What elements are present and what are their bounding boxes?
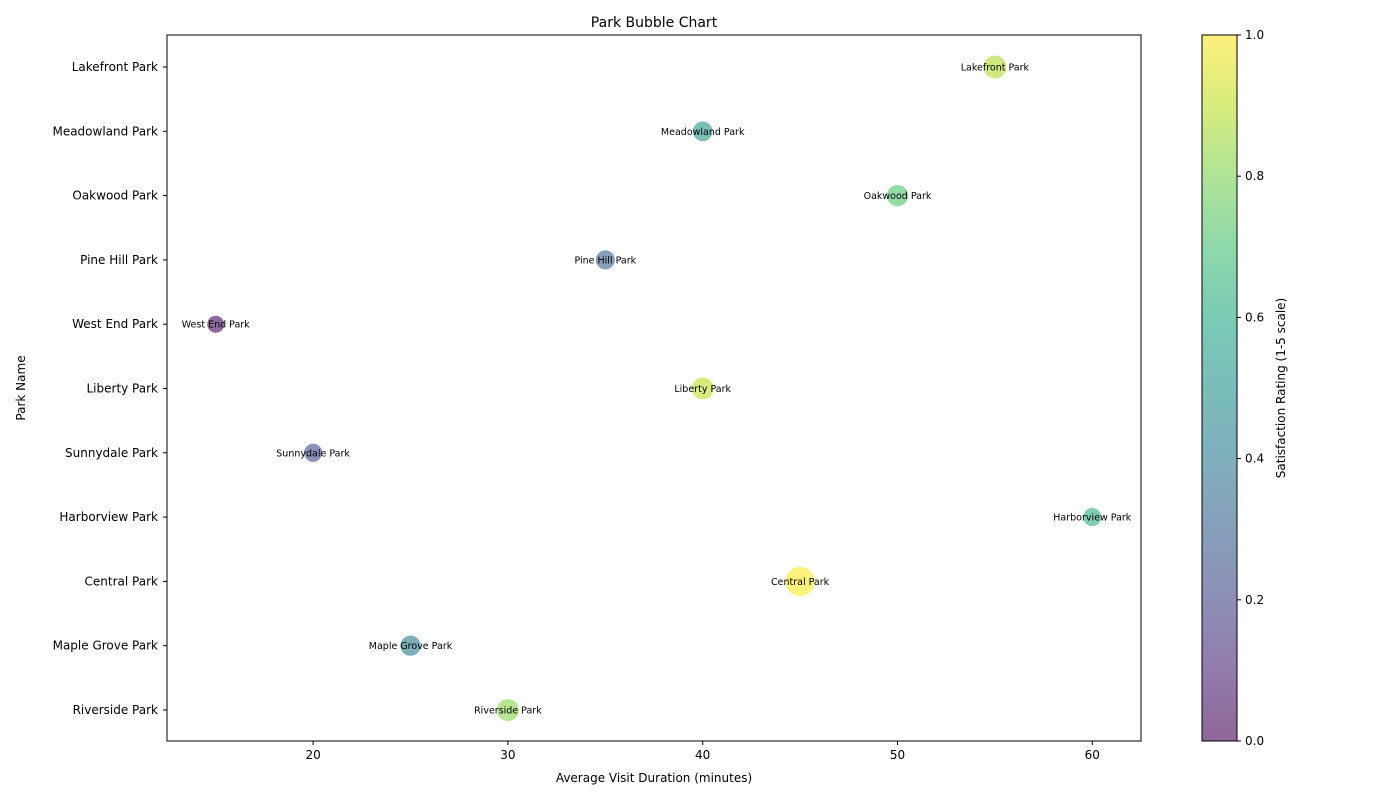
colorbar-tick-label: 1.0 <box>1245 28 1264 42</box>
y-tick-label: Liberty Park <box>86 382 158 396</box>
y-tick-label: West End Park <box>72 317 158 331</box>
x-axis: 20 30 40 50 60 <box>305 741 1100 762</box>
y-axis: Riverside Park Maple Grove Park Central Pa… <box>52 60 167 717</box>
x-tick-label: 60 <box>1085 748 1100 762</box>
y-tick-label: Central Park <box>85 574 158 588</box>
bubble-label: Lakefront Park <box>961 63 1030 74</box>
bubble-label: Riverside Park <box>474 706 542 717</box>
y-tick-label: Oakwood Park <box>72 189 158 203</box>
colorbar-tick-label: 0.0 <box>1245 734 1264 748</box>
y-tick-label: Riverside Park <box>73 703 158 717</box>
bubble-label: Liberty Park <box>674 384 731 395</box>
bubble-point[interactable] <box>496 698 520 722</box>
bubble-point[interactable] <box>885 183 910 208</box>
bubble-point[interactable] <box>206 314 226 334</box>
colorbar-tick-label: 0.4 <box>1245 452 1264 466</box>
bubble-point[interactable] <box>1082 507 1103 528</box>
bubble-label: West End Park <box>182 320 250 331</box>
bubble-label: Central Park <box>771 577 830 588</box>
bubble-label: Harborview Park <box>1053 513 1132 524</box>
bubble-point[interactable] <box>399 634 422 657</box>
y-tick-label: Meadowland Park <box>52 124 158 138</box>
bubble-label: Oakwood Park <box>864 191 932 202</box>
plot-area: Riverside Park Maple Grove Park Central Pa… <box>166 34 1142 742</box>
colorbar-gradient <box>1201 34 1238 742</box>
bubble-layer <box>206 54 1103 722</box>
bubble-point[interactable] <box>784 565 816 597</box>
plot-frame <box>166 34 1142 742</box>
bubble-label: Pine Hill Park <box>574 255 636 266</box>
x-tick-label: 50 <box>890 748 905 762</box>
colorbar-tick-label: 0.2 <box>1245 593 1264 607</box>
y-tick-label: Pine Hill Park <box>80 253 158 267</box>
bubble-point[interactable] <box>690 376 715 401</box>
bubble-point[interactable] <box>303 442 324 463</box>
colorbar-ticks: 0.0 0.2 0.4 0.6 0.8 1.0 <box>1237 28 1264 748</box>
bubble-point[interactable] <box>982 54 1008 80</box>
y-tick-label: Maple Grove Park <box>53 639 158 653</box>
colorbar-tick-label: 0.6 <box>1245 310 1264 324</box>
x-tick-label: 40 <box>695 748 710 762</box>
bubble-point[interactable] <box>691 120 714 143</box>
colorbar: 0.0 0.2 0.4 0.6 0.8 1.0 Satisfaction Rating (… <box>1201 28 1288 748</box>
x-axis-label: Average Visit Duration (minutes) <box>556 771 752 785</box>
bubble-label-layer: Riverside Park Maple Grove Park Central Pa… <box>182 63 1132 717</box>
bubble-label: Maple Grove Park <box>369 641 453 652</box>
x-tick-label: 20 <box>305 748 320 762</box>
chart-title: Park Bubble Chart <box>591 15 718 31</box>
bubble-point[interactable] <box>594 249 616 271</box>
y-tick-label: Lakefront Park <box>72 60 158 74</box>
y-tick-label: Sunnydale Park <box>65 446 158 460</box>
y-axis-label: Park Name <box>14 355 28 420</box>
bubble-label: Meadowland Park <box>661 127 745 138</box>
colorbar-tick-label: 0.8 <box>1245 169 1264 183</box>
y-tick-label: Harborview Park <box>59 510 158 524</box>
bubble-label: Sunnydale Park <box>276 448 350 459</box>
x-tick-label: 30 <box>500 748 515 762</box>
colorbar-label: Satisfaction Rating (1-5 scale) <box>1274 298 1288 478</box>
